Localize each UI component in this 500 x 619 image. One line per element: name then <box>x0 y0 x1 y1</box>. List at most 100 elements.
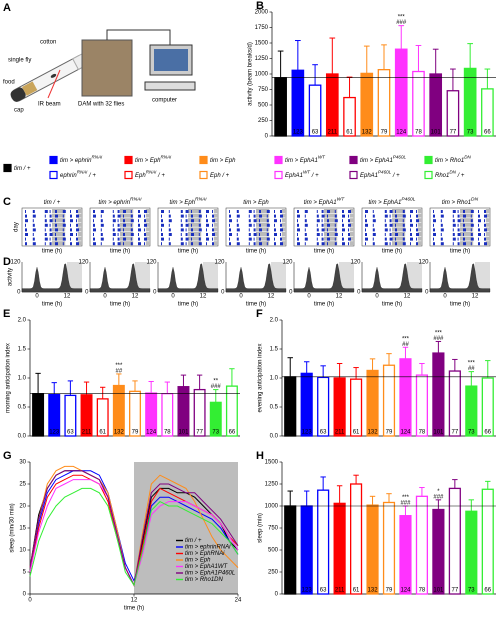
actogram-activity <box>348 214 349 218</box>
actogram-title: tim > EphRNAi <box>170 197 208 206</box>
axis-label: time (h) <box>42 249 62 255</box>
actogram-activity <box>274 223 275 227</box>
actogram-activity <box>70 237 71 241</box>
n-label: 77 <box>196 430 203 436</box>
n-label: 124 <box>400 588 411 594</box>
actogram-activity <box>416 223 417 227</box>
significance-label: *** <box>402 336 410 342</box>
actogram-night <box>349 218 354 223</box>
y-tick-label: 120 <box>214 260 225 266</box>
actogram-activity <box>457 237 459 241</box>
actogram-night <box>120 232 134 236</box>
y-tick-label: 0 <box>153 290 157 296</box>
actogram-activity <box>457 228 460 232</box>
actogram-activity <box>44 233 47 236</box>
actogram-activity <box>395 223 396 227</box>
actogram-activity <box>259 223 261 227</box>
actogram-activity <box>463 210 465 213</box>
actogram-activity <box>55 214 58 218</box>
actogram-activity <box>342 210 344 213</box>
actogram-activity <box>384 233 386 236</box>
significance-label: ### <box>433 336 444 342</box>
axis-label: time (h) <box>450 249 470 255</box>
actogram-activity <box>112 233 116 236</box>
actogram-activity <box>334 237 336 241</box>
actogram-activity <box>259 219 260 223</box>
actogram-night <box>120 213 134 218</box>
actogram-activity <box>253 233 257 236</box>
actogram-activity <box>191 223 192 227</box>
actogram-activity <box>259 214 262 218</box>
actogram-night <box>417 236 422 241</box>
actogram-activity <box>161 228 162 232</box>
actogram-activity <box>280 219 281 223</box>
actogram-activity <box>457 233 461 236</box>
actogram-activity <box>180 219 182 223</box>
actogram-activity <box>93 233 94 236</box>
panel-letter: H <box>256 450 264 462</box>
n-label: 123 <box>293 130 304 136</box>
n-label: 79 <box>132 430 139 436</box>
n-label: 101 <box>178 430 189 436</box>
actogram-night <box>256 209 270 213</box>
actogram-activity <box>44 210 48 213</box>
night-shade <box>339 262 354 292</box>
actogram-activity <box>138 214 141 218</box>
actogram-activity <box>274 233 277 236</box>
keyboard <box>144 81 196 91</box>
actogram-night <box>213 213 218 218</box>
x-tick-label: 0 <box>171 294 175 300</box>
actogram-activity <box>259 233 260 236</box>
y-tick-label: 120 <box>78 260 89 266</box>
actogram-activity <box>185 237 189 241</box>
actogram-activity <box>191 233 194 236</box>
actogram-activity <box>185 228 187 232</box>
y-tick-label: 25 <box>19 482 26 488</box>
actogram-activity <box>138 228 141 232</box>
actogram-activity <box>259 242 262 246</box>
label: computer <box>152 98 177 104</box>
actogram-activity <box>321 242 325 246</box>
n-label: 101 <box>431 130 442 136</box>
y-tick-label: 0.5 <box>18 405 27 411</box>
actogram-activity <box>180 242 184 246</box>
actogram-night <box>281 213 286 218</box>
x-tick-label: 0 <box>28 598 32 604</box>
actogram-activity <box>470 233 473 236</box>
actogram-night <box>256 232 270 236</box>
actogram-activity <box>138 210 140 213</box>
actogram-activity <box>440 210 443 213</box>
label-part: tim > EphA1 <box>304 200 337 206</box>
y-axis-label: activity (beam breaks/d) <box>248 42 254 106</box>
actogram-activity <box>117 233 119 236</box>
actogram-activity <box>185 242 187 246</box>
actogram-activity <box>410 210 413 213</box>
y-tick-label: 0 <box>85 290 89 296</box>
night-shade <box>67 262 82 292</box>
actogram-activity <box>161 210 164 213</box>
actogram-activity <box>440 214 444 218</box>
actogram-night <box>349 227 354 232</box>
x-tick-label: 0 <box>103 294 107 300</box>
actogram-night <box>188 209 202 213</box>
actogram-activity <box>112 228 115 232</box>
n-label: 78 <box>419 430 426 436</box>
actogram-activity <box>117 242 121 246</box>
actogram-activity <box>402 242 406 246</box>
actogram-activity <box>463 219 464 223</box>
actogram-activity <box>452 219 455 223</box>
actogram-activity <box>389 228 391 232</box>
actogram-activity <box>316 219 320 223</box>
actogram-activity <box>478 242 480 246</box>
bar <box>300 372 313 437</box>
axis-label: time (h) <box>314 249 334 255</box>
series-line <box>29 487 239 587</box>
label-part: tim / + <box>14 166 31 172</box>
n-label: 194 <box>285 588 296 594</box>
actogram-night <box>485 218 490 223</box>
cable <box>106 29 171 45</box>
actogram-activity <box>185 223 189 227</box>
actogram-activity <box>212 219 215 223</box>
actogram-activity <box>229 228 231 232</box>
significance-label: ## <box>116 369 123 375</box>
